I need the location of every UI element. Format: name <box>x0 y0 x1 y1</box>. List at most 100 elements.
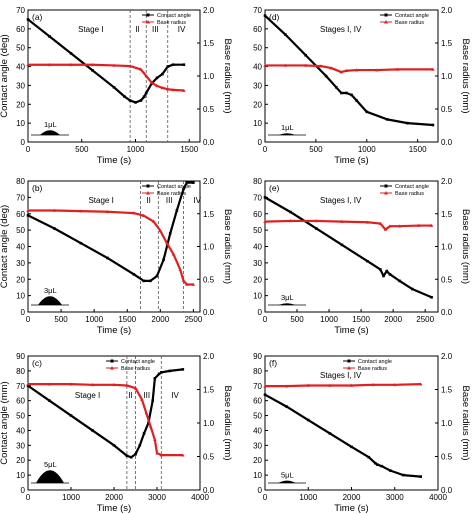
y-tick-label: 60 <box>253 25 262 34</box>
data-point <box>355 99 358 102</box>
x-tick-label: 0 <box>26 493 31 502</box>
legend-marker <box>110 366 114 370</box>
legend-entry: Contact angle <box>395 13 429 19</box>
data-point <box>191 282 196 286</box>
data-point <box>340 243 344 247</box>
y-tick-label: 60 <box>16 210 25 219</box>
x-tick-label: 3000 <box>386 493 404 502</box>
y-tick-label: 40 <box>16 426 25 435</box>
x-tick-label: 1000 <box>299 493 317 502</box>
stage-label: Stage I <box>75 391 100 400</box>
legend-entry: Contact angle <box>358 359 392 365</box>
y-tick-label: 10 <box>16 119 25 128</box>
y-tick-label: 80 <box>16 177 25 186</box>
x-tick-label: 1000 <box>85 315 103 324</box>
x-tick-label: 1500 <box>118 315 136 324</box>
x-tick-label: 0 <box>263 145 268 154</box>
data-point <box>144 91 148 95</box>
data-point <box>178 267 182 271</box>
droplet-volume-label: 1μL <box>44 120 57 129</box>
y2-tick-label: 1.0 <box>441 419 453 428</box>
data-point <box>288 219 293 223</box>
chart-panel: 0 500 1000 1500 0 10 20 30 40 50 60 70 0.0 0.5 1.0 1.5 2… <box>0 6 233 166</box>
data-point <box>168 369 172 373</box>
data-point <box>155 451 159 455</box>
y-tick-label: 20 <box>16 275 25 284</box>
data-point <box>328 383 332 387</box>
droplet-icon <box>40 130 60 135</box>
data-point <box>47 62 52 67</box>
data-point <box>69 414 73 417</box>
data-point <box>69 62 73 67</box>
data-point <box>306 383 310 387</box>
data-point <box>158 228 163 233</box>
y-tick-label: 50 <box>253 44 262 53</box>
panel-letter: (a) <box>32 12 43 22</box>
data-point <box>160 86 165 90</box>
data-point <box>153 377 157 380</box>
data-point <box>411 287 414 291</box>
y-tick-label: 80 <box>16 367 25 376</box>
data-point <box>171 252 176 256</box>
data-point <box>371 383 375 387</box>
base-radius-line <box>28 209 194 286</box>
legend-entry: Contact angle <box>395 184 429 190</box>
data-point <box>263 14 267 17</box>
data-point <box>314 227 318 230</box>
x-tick-label: 2000 <box>105 493 123 502</box>
data-point <box>105 209 110 214</box>
y2-tick-label: 0.0 <box>203 138 215 147</box>
stage-label: III <box>166 196 173 205</box>
data-point <box>284 33 287 36</box>
y2-tick-label: 0.0 <box>441 486 453 495</box>
data-point <box>385 269 389 273</box>
x-tick-label: 1000 <box>358 145 376 154</box>
data-point <box>324 74 328 78</box>
x-tick-label: 500 <box>290 315 304 324</box>
chart-panel: 0 500 1000 1500 2000 2500 0 10 20 30 40 50 60 70 80 0.0… <box>253 177 471 336</box>
data-point <box>395 67 399 71</box>
x-tick-label: 0 <box>26 145 31 154</box>
droplet-icon <box>278 480 296 483</box>
data-point <box>350 445 353 449</box>
data-point <box>185 282 189 286</box>
y2-tick-label: 0.5 <box>203 453 215 462</box>
data-point <box>349 383 354 387</box>
data-point <box>153 437 157 442</box>
data-point <box>106 256 109 260</box>
data-point <box>345 91 348 95</box>
y2-tick-label: 0.5 <box>441 105 453 114</box>
data-point <box>91 429 94 432</box>
data-point <box>306 418 310 422</box>
y-tick-label: 40 <box>16 63 25 72</box>
data-point <box>26 382 30 386</box>
data-point <box>138 444 142 447</box>
panel-letter: (b) <box>32 183 43 193</box>
y-tick-label: 50 <box>16 226 25 235</box>
data-point <box>380 464 384 468</box>
data-point <box>334 86 338 89</box>
data-point <box>48 399 51 402</box>
y2-tick-label: 1.5 <box>441 386 453 395</box>
x-tick-label: 1000 <box>127 145 145 154</box>
legend-entry: Base radius <box>157 191 186 197</box>
y-tick-label: 20 <box>16 456 25 465</box>
data-point <box>304 63 308 67</box>
data-point <box>149 80 154 84</box>
legend-marker <box>384 13 388 17</box>
droplet-volume-label: 3μL <box>44 286 57 295</box>
plot-frame <box>27 355 201 491</box>
legend-marker <box>146 184 150 188</box>
legend-entry: Base radius <box>157 20 186 26</box>
y2-tick-label: 2.0 <box>203 177 215 186</box>
data-point <box>69 382 73 386</box>
data-point <box>417 223 421 227</box>
contact-angle-line <box>27 181 194 282</box>
data-point <box>171 63 175 66</box>
legend-marker <box>384 191 388 195</box>
data-point <box>393 383 397 387</box>
data-point <box>367 455 371 459</box>
y2-axis-label: Base radius (mm) <box>222 39 233 114</box>
data-point <box>48 35 51 38</box>
data-point <box>26 62 30 67</box>
